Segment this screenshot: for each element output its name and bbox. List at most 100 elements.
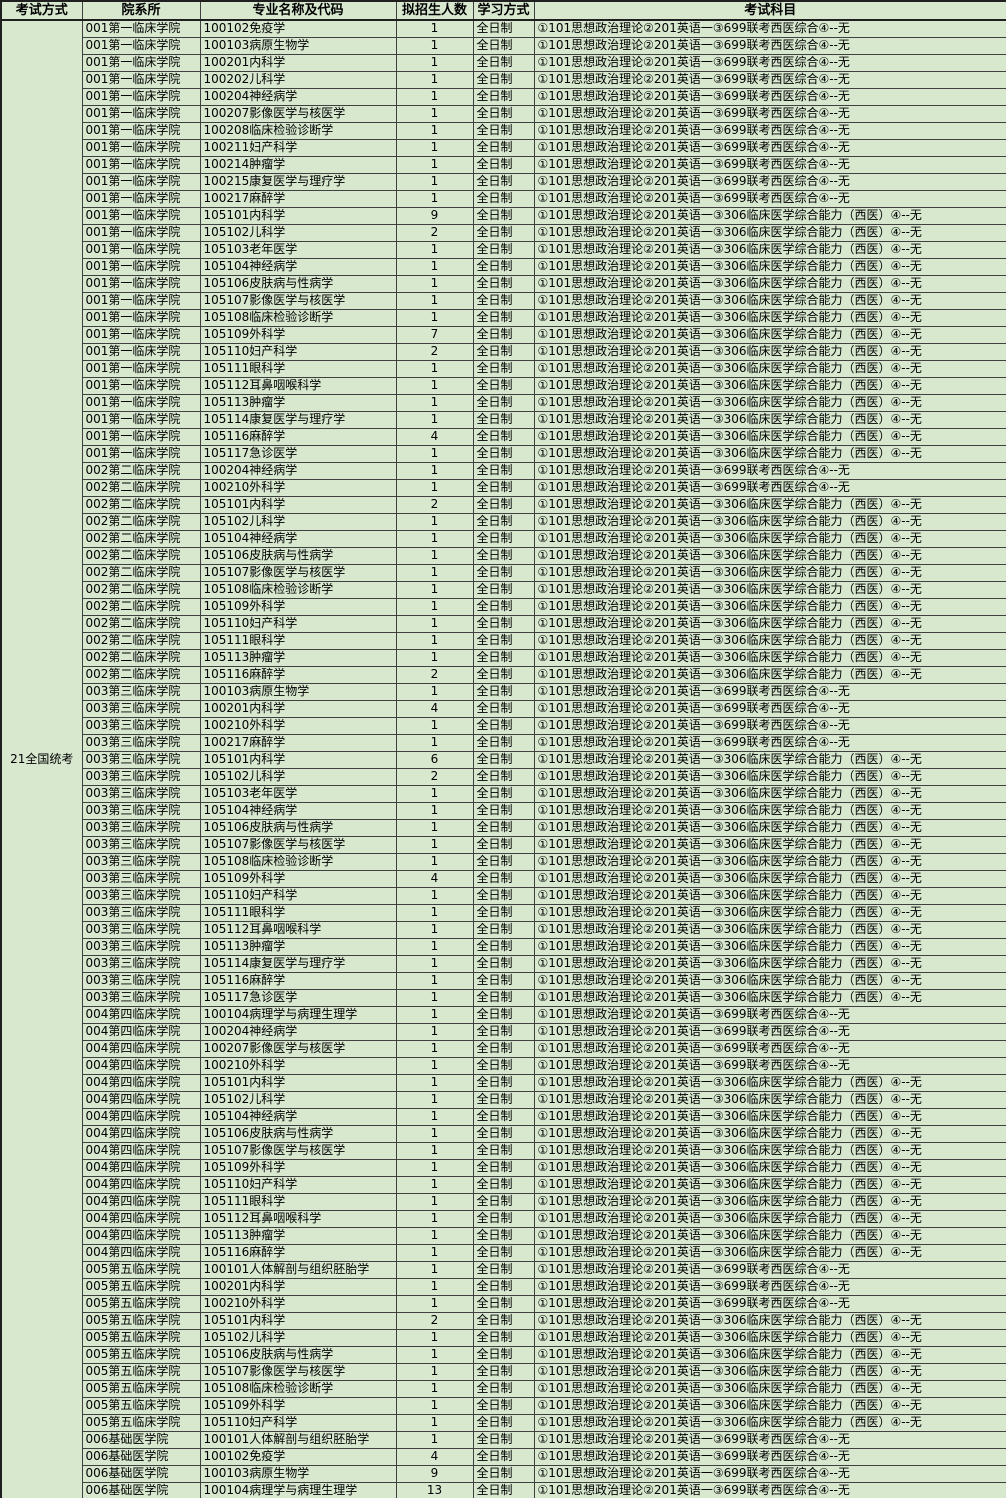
header-study-mode: 学习方式 xyxy=(472,0,535,21)
planned-enrollment-cell: 1 xyxy=(395,682,474,701)
department-cell: 001第一临床学院 xyxy=(81,223,201,242)
department-cell: 006基础医学院 xyxy=(81,1464,201,1483)
department-cell: 001第一临床学院 xyxy=(81,70,201,89)
exam-subjects-cell: ①101思想政治理论②201英语一③306临床医学综合能力（西医）④--无 xyxy=(533,546,1006,565)
major-name-code-cell: 105108临床检验诊断学 xyxy=(199,580,397,599)
major-name-code-cell: 105106皮肤病与性病学 xyxy=(199,274,397,293)
department-cell: 002第二临床学院 xyxy=(81,546,201,565)
planned-enrollment-cell: 1 xyxy=(395,801,474,820)
major-name-code-cell: 105101内科学 xyxy=(199,750,397,769)
department-cell: 001第一临床学院 xyxy=(81,444,201,463)
exam-subjects-cell: ①101思想政治理论②201英语一③306临床医学综合能力（西医）④--无 xyxy=(533,937,1006,956)
major-name-code-cell: 100214肿瘤学 xyxy=(199,155,397,174)
table-row: 003第三临床学院 105103老年医学 1 全日制 ①101思想政治理论②201英语一… xyxy=(1,784,1006,803)
study-mode-cell: 全日制 xyxy=(472,1209,535,1228)
study-mode-cell: 全日制 xyxy=(472,699,535,718)
study-mode-cell: 全日制 xyxy=(472,1447,535,1466)
study-mode-cell: 全日制 xyxy=(472,1073,535,1092)
table-row: 003第三临床学院 105106皮肤病与性病学 1 全日制 ①101思想政治理论②201… xyxy=(1,818,1006,837)
table-row: 003第三临床学院 105101内科学 6 全日制 ①101思想政治理论②201英语一③… xyxy=(1,750,1006,769)
department-cell: 003第三临床学院 xyxy=(81,818,201,837)
table-row: 001第一临床学院 100204神经病学 1 全日制 ①101思想政治理论②201英语一… xyxy=(1,87,1006,106)
exam-subjects-cell: ①101思想政治理论②201英语一③306临床医学综合能力（西医）④--无 xyxy=(533,1226,1006,1245)
exam-subjects-cell: ①101思想政治理论②201英语一③306临床医学综合能力（西医）④--无 xyxy=(533,631,1006,650)
exam-subjects-cell: ①101思想政治理论②201英语一③306临床医学综合能力（西医）④--无 xyxy=(533,750,1006,769)
table-row: 005第五临床学院 105107影像医学与核医学 1 全日制 ①101思想政治理论②20… xyxy=(1,1362,1006,1381)
table-row: 001第一临床学院 100201内科学 1 全日制 ①101思想政治理论②201英语一③… xyxy=(1,53,1006,72)
exam-subjects-cell: ①101思想政治理论②201英语一③306临床医学综合能力（西医）④--无 xyxy=(533,563,1006,582)
exam-subjects-cell: ①101思想政治理论②201英语一③306临床医学综合能力（西医）④--无 xyxy=(533,444,1006,463)
planned-enrollment-cell: 1 xyxy=(395,1396,474,1415)
department-cell: 002第二临床学院 xyxy=(81,478,201,497)
exam-subjects-cell: ①101思想政治理论②201英语一③306临床医学综合能力（西医）④--无 xyxy=(533,767,1006,786)
exam-subjects-cell: ①101思想政治理论②201英语一③306临床医学综合能力（西医）④--无 xyxy=(533,1396,1006,1415)
department-cell: 001第一临床学院 xyxy=(81,53,201,72)
table-row: 003第三临床学院 105108临床检验诊断学 1 全日制 ①101思想政治理论②201… xyxy=(1,852,1006,871)
study-mode-cell: 全日制 xyxy=(472,240,535,259)
department-cell: 003第三临床学院 xyxy=(81,869,201,888)
table-row: 005第五临床学院 105102儿科学 1 全日制 ①101思想政治理论②201英语一③… xyxy=(1,1328,1006,1347)
exam-subjects-cell: ①101思想政治理论②201英语一③306临床医学综合能力（西医）④--无 xyxy=(533,852,1006,871)
study-mode-cell: 全日制 xyxy=(472,1005,535,1024)
planned-enrollment-cell: 1 xyxy=(395,529,474,548)
study-mode-cell: 全日制 xyxy=(472,1107,535,1126)
table-row: 001第一临床学院 105117急诊医学 1 全日制 ①101思想政治理论②201英语一… xyxy=(1,444,1006,463)
planned-enrollment-cell: 1 xyxy=(395,1022,474,1041)
planned-enrollment-cell: 1 xyxy=(395,1124,474,1143)
header-major-name-code: 专业名称及代码 xyxy=(199,0,397,21)
table-row: 005第五临床学院 105101内科学 2 全日制 ①101思想政治理论②201英语一③… xyxy=(1,1311,1006,1330)
planned-enrollment-cell: 1 xyxy=(395,937,474,956)
major-name-code-cell: 105104神经病学 xyxy=(199,529,397,548)
table-row: 002第二临床学院 105101内科学 2 全日制 ①101思想政治理论②201英语一③… xyxy=(1,495,1006,514)
planned-enrollment-cell: 1 xyxy=(395,274,474,293)
table-row: 001第一临床学院 105113肿瘤学 1 全日制 ①101思想政治理论②201英语一③… xyxy=(1,393,1006,412)
study-mode-cell: 全日制 xyxy=(472,1345,535,1364)
study-mode-cell: 全日制 xyxy=(472,1277,535,1296)
study-mode-cell: 全日制 xyxy=(472,70,535,89)
study-mode-cell: 全日制 xyxy=(472,784,535,803)
planned-enrollment-cell: 1 xyxy=(395,189,474,208)
department-cell: 001第一临床学院 xyxy=(81,257,201,276)
planned-enrollment-cell: 1 xyxy=(395,121,474,140)
exam-subjects-cell: ①101思想政治理论②201英语一③699联考西医综合④--无 xyxy=(533,1277,1006,1296)
major-name-code-cell: 105110妇产科学 xyxy=(199,886,397,905)
department-cell: 004第四临床学院 xyxy=(81,1226,201,1245)
major-name-code-cell: 100217麻醉学 xyxy=(199,189,397,208)
study-mode-cell: 全日制 xyxy=(472,257,535,276)
department-cell: 003第三临床学院 xyxy=(81,801,201,820)
table-row: 003第三临床学院 105104神经病学 1 全日制 ①101思想政治理论②201英语一… xyxy=(1,801,1006,820)
planned-enrollment-cell: 4 xyxy=(395,699,474,718)
planned-enrollment-cell: 1 xyxy=(395,172,474,191)
study-mode-cell: 全日制 xyxy=(472,988,535,1007)
table-row: 001第一临床学院 100215康复医学与理疗学 1 全日制 ①101思想政治理论②20… xyxy=(1,172,1006,191)
planned-enrollment-cell: 1 xyxy=(395,733,474,752)
study-mode-cell: 全日制 xyxy=(472,308,535,327)
planned-enrollment-cell: 1 xyxy=(395,1107,474,1126)
major-name-code-cell: 105116麻醉学 xyxy=(199,1243,397,1262)
planned-enrollment-cell: 1 xyxy=(395,597,474,616)
major-name-code-cell: 105104神经病学 xyxy=(199,1107,397,1126)
table-row: 001第一临床学院 105114康复医学与理疗学 1 全日制 ①101思想政治理论②20… xyxy=(1,410,1006,429)
study-mode-cell: 全日制 xyxy=(472,648,535,667)
study-mode-cell: 全日制 xyxy=(472,1396,535,1415)
department-cell: 001第一临床学院 xyxy=(81,410,201,429)
planned-enrollment-cell: 1 xyxy=(395,716,474,735)
major-name-code-cell: 105111眼科学 xyxy=(199,631,397,650)
study-mode-cell: 全日制 xyxy=(472,1294,535,1313)
study-mode-cell: 全日制 xyxy=(472,1090,535,1109)
exam-subjects-cell: ①101思想政治理论②201英语一③306临床医学综合能力（西医）④--无 xyxy=(533,1209,1006,1228)
exam-subjects-cell: ①101思想政治理论②201英语一③699联考西医综合④--无 xyxy=(533,189,1006,208)
table-row: 001第一临床学院 105101内科学 9 全日制 ①101思想政治理论②201英语一③… xyxy=(1,206,1006,225)
planned-enrollment-cell: 1 xyxy=(395,1328,474,1347)
planned-enrollment-cell: 1 xyxy=(395,1073,474,1092)
planned-enrollment-cell: 1 xyxy=(395,818,474,837)
study-mode-cell: 全日制 xyxy=(472,155,535,174)
exam-subjects-cell: ①101思想政治理论②201英语一③699联考西医综合④--无 xyxy=(533,699,1006,718)
planned-enrollment-cell: 1 xyxy=(395,478,474,497)
exam-subjects-cell: ①101思想政治理论②201英语一③306临床医学综合能力（西医）④--无 xyxy=(533,971,1006,990)
department-cell: 001第一临床学院 xyxy=(81,427,201,446)
department-cell: 001第一临床学院 xyxy=(81,359,201,378)
department-cell: 001第一临床学院 xyxy=(81,104,201,123)
exam-subjects-cell: ①101思想政治理论②201英语一③306临床医学综合能力（西医）④--无 xyxy=(533,801,1006,820)
major-name-code-cell: 100103病原生物学 xyxy=(199,1464,397,1483)
